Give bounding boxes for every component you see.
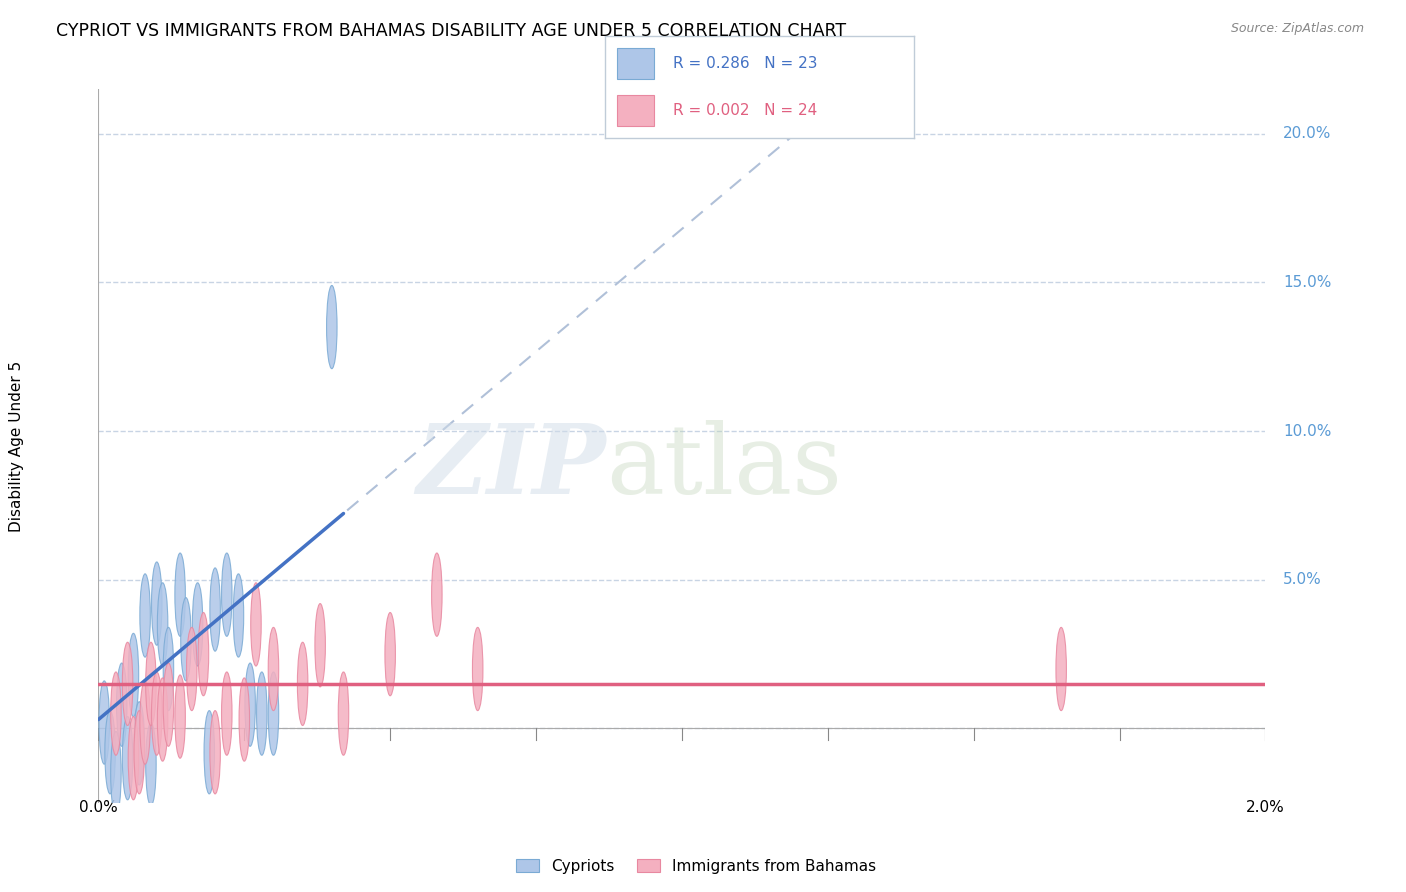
Ellipse shape [339,672,349,756]
Ellipse shape [222,672,232,756]
Text: 15.0%: 15.0% [1282,275,1331,290]
Ellipse shape [163,663,174,747]
Ellipse shape [152,562,162,645]
Ellipse shape [128,633,139,716]
FancyBboxPatch shape [617,48,654,78]
Text: R = 0.286   N = 23: R = 0.286 N = 23 [672,56,817,70]
Text: atlas: atlas [606,420,842,515]
Text: 5.0%: 5.0% [1282,573,1322,587]
Ellipse shape [385,613,395,696]
Ellipse shape [298,642,308,725]
Ellipse shape [239,678,249,761]
FancyBboxPatch shape [617,95,654,126]
Text: CYPRIOT VS IMMIGRANTS FROM BAHAMAS DISABILITY AGE UNDER 5 CORRELATION CHART: CYPRIOT VS IMMIGRANTS FROM BAHAMAS DISAB… [56,22,846,40]
Ellipse shape [472,627,482,711]
Ellipse shape [122,716,132,800]
Ellipse shape [128,716,139,800]
Ellipse shape [198,613,208,696]
Ellipse shape [326,285,337,368]
Ellipse shape [181,598,191,681]
Ellipse shape [209,568,221,651]
Text: ZIP: ZIP [416,420,606,515]
Ellipse shape [245,663,256,747]
Text: Source: ZipAtlas.com: Source: ZipAtlas.com [1230,22,1364,36]
Ellipse shape [209,711,221,794]
Ellipse shape [256,672,267,756]
Ellipse shape [193,582,202,666]
Text: 20.0%: 20.0% [1282,127,1331,141]
Text: 0.0%: 0.0% [79,800,118,814]
Ellipse shape [315,604,325,687]
Ellipse shape [146,723,156,805]
Ellipse shape [163,627,174,711]
Ellipse shape [122,642,132,725]
Text: R = 0.002   N = 24: R = 0.002 N = 24 [672,103,817,118]
Ellipse shape [98,681,110,764]
Ellipse shape [139,681,150,764]
Ellipse shape [152,672,162,756]
Ellipse shape [117,663,127,747]
Legend: Cypriots, Immigrants from Bahamas: Cypriots, Immigrants from Bahamas [509,853,883,880]
Ellipse shape [105,711,115,794]
Ellipse shape [174,553,186,636]
Ellipse shape [146,642,156,725]
Ellipse shape [134,711,145,794]
Ellipse shape [250,582,262,666]
Ellipse shape [139,574,150,657]
Ellipse shape [157,582,167,666]
Text: 10.0%: 10.0% [1282,424,1331,439]
Ellipse shape [432,553,441,636]
Ellipse shape [222,553,232,636]
Ellipse shape [157,678,167,761]
Text: 2.0%: 2.0% [1246,800,1285,814]
Ellipse shape [111,672,121,756]
Text: Disability Age Under 5: Disability Age Under 5 [10,360,24,532]
Ellipse shape [187,627,197,711]
Ellipse shape [111,731,121,814]
Ellipse shape [174,675,186,758]
Ellipse shape [269,627,278,711]
Ellipse shape [134,702,145,785]
Ellipse shape [269,672,278,756]
Ellipse shape [204,711,215,794]
Ellipse shape [1056,627,1066,711]
Ellipse shape [233,574,243,657]
